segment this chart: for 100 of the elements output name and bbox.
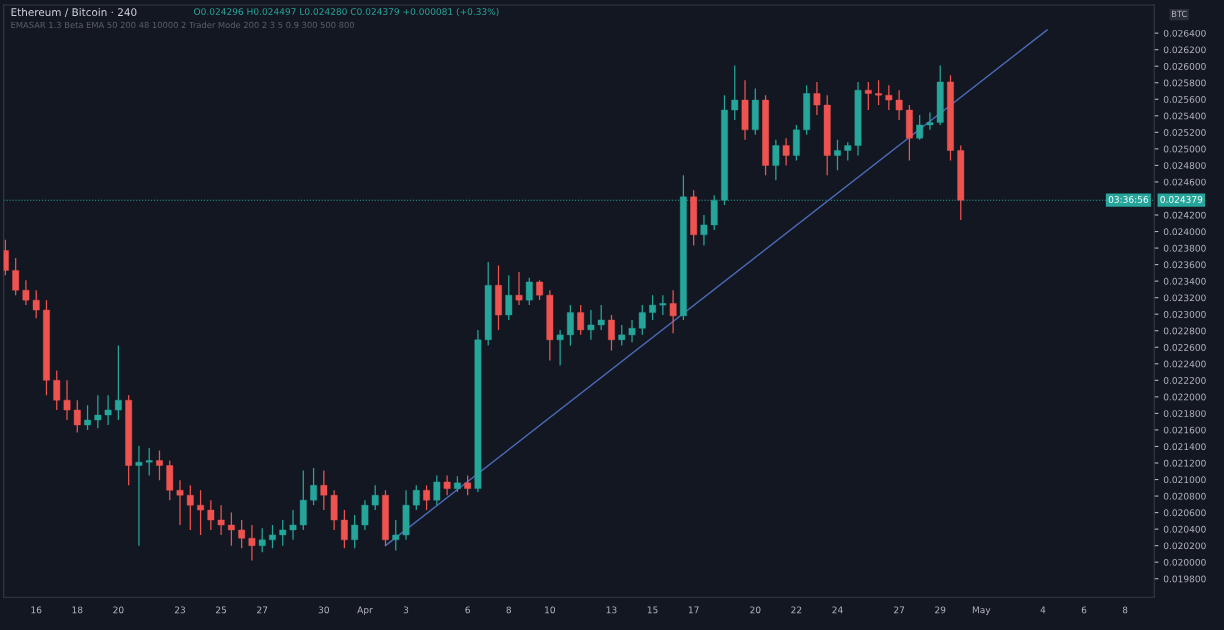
- candlestick: [844, 141, 852, 162]
- candlestick: [536, 279, 543, 301]
- candlestick: [227, 511, 235, 547]
- candlestick: [351, 514, 359, 549]
- y-tick-label: 0.019800: [1163, 575, 1206, 583]
- candlestick: [258, 527, 266, 553]
- y-tick-label: 0.025800: [1163, 79, 1206, 87]
- candlestick: [659, 294, 667, 316]
- candlestick: [608, 314, 615, 352]
- candlestick: [22, 279, 30, 306]
- y-tick-label: 0.023800: [1163, 244, 1206, 252]
- y-tick-label: 0.020800: [1163, 492, 1206, 500]
- y-tick-label: 0.026200: [1163, 46, 1206, 54]
- y-tick-label: 0.024200: [1163, 211, 1206, 219]
- candlestick: [186, 484, 194, 531]
- candlestick: [731, 64, 739, 121]
- x-tick-label: 6: [1081, 606, 1087, 614]
- candlestick: [464, 474, 472, 496]
- y-tick-label: 0.021200: [1163, 459, 1206, 467]
- candlestick: [371, 484, 379, 511]
- candlestick: [94, 394, 102, 429]
- candlestick: [320, 469, 328, 511]
- y-tick-label: 0.021400: [1163, 443, 1206, 451]
- candlestick: [197, 489, 204, 536]
- y-tick-label: 0.022400: [1163, 360, 1206, 368]
- candlestick: [525, 277, 533, 306]
- candlestick: [104, 394, 112, 426]
- x-tick-label: 22: [791, 606, 802, 614]
- y-tick-label: 0.026000: [1163, 62, 1206, 70]
- candlestick: [361, 499, 369, 531]
- x-tick-label: 20: [750, 606, 761, 614]
- candlestick: [834, 139, 841, 171]
- candlestick: [238, 519, 246, 549]
- candlestick: [567, 304, 574, 347]
- candlestick: [669, 289, 677, 334]
- y-tick-label: 0.021000: [1163, 476, 1206, 484]
- candlestick: [412, 484, 420, 511]
- candlestick: [885, 84, 893, 111]
- candlestick: [279, 519, 287, 547]
- x-tick-label: 16: [31, 606, 42, 614]
- candlestick: [443, 474, 451, 496]
- y-tick-label: 0.021600: [1163, 426, 1206, 434]
- candlestick: [700, 214, 708, 247]
- ref-line-label: 0.024379: [1160, 196, 1203, 203]
- y-tick-label: 0.023400: [1163, 277, 1206, 285]
- y-tick-label: 0.022200: [1163, 377, 1206, 384]
- x-tick-label: 30: [318, 606, 329, 614]
- y-tick-label: 0.025200: [1163, 129, 1206, 136]
- candlestick: [556, 329, 564, 367]
- y-tick-label: 0.022800: [1163, 327, 1206, 335]
- candlestick: [618, 324, 626, 347]
- x-tick-label: 6: [465, 606, 470, 614]
- x-tick-label: 15: [647, 606, 658, 614]
- candlestick: [176, 479, 184, 526]
- y-tick-label: 0.025600: [1163, 96, 1206, 103]
- candlestick: [392, 519, 400, 552]
- candlestick: [73, 399, 81, 434]
- candlestick: [207, 499, 215, 531]
- y-tick-label: 0.024000: [1163, 228, 1206, 236]
- candlestick: [926, 111, 934, 131]
- y-tick-label: 0.022000: [1163, 393, 1206, 401]
- candlestick: [340, 509, 348, 549]
- candlestick: [135, 445, 143, 547]
- candlestick: [84, 404, 91, 431]
- candlestick: [505, 274, 513, 321]
- annotation: O0.024296 H0.024497 L0.024280 C0.024379 +0.000081 (+0.33%): [194, 8, 499, 17]
- candlestick: [638, 304, 646, 336]
- x-tick-label: 24: [832, 606, 843, 614]
- text: BTC: [1171, 10, 1187, 18]
- y-tick-label: 0.020600: [1163, 509, 1206, 517]
- annotation: 03:36:56: [1108, 196, 1149, 203]
- candlestick: [289, 509, 297, 541]
- candlestick: [145, 447, 153, 477]
- candlestick: [217, 504, 225, 536]
- candlestick: [433, 474, 441, 506]
- y-tick-label: 0.025000: [1163, 145, 1206, 153]
- x-tick-label: 4: [1040, 606, 1046, 614]
- candlestick: [248, 524, 256, 562]
- candlestick: [649, 294, 656, 321]
- y-tick-label: 0.020400: [1163, 525, 1206, 533]
- candlestick: [32, 289, 40, 319]
- x-tick-label: 17: [688, 606, 699, 614]
- x-tick-label: 29: [935, 606, 946, 614]
- candlestick: [515, 271, 523, 306]
- x-tick-label: Apr: [357, 606, 373, 615]
- candlestick: [772, 139, 780, 181]
- y-tick-label: 0.023600: [1163, 261, 1206, 269]
- x-tick-label: 8: [506, 606, 512, 614]
- x-tick-label: 27: [257, 606, 268, 614]
- candlestick: [813, 81, 821, 116]
- x-tick-label: 25: [216, 606, 227, 614]
- x-tick-label: 13: [606, 606, 617, 614]
- candlestick: [114, 344, 122, 421]
- candlestick: [875, 79, 882, 106]
- candlestick: [156, 449, 163, 481]
- chart-title: Ethereum / Bitcoin · 240: [11, 8, 137, 17]
- x-tick-label: 23: [174, 606, 186, 614]
- y-tick-label: 0.024800: [1163, 162, 1206, 169]
- y-tick-label: 0.024600: [1163, 178, 1206, 186]
- candlestick: [53, 369, 61, 411]
